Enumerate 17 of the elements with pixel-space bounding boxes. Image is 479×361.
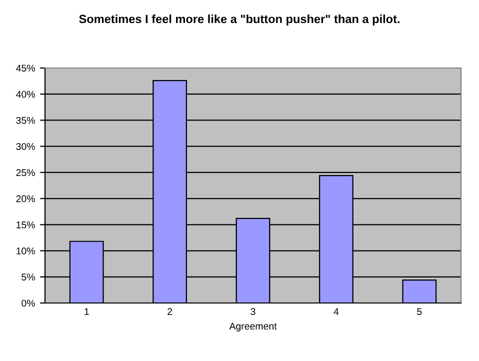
x-tick-label: 5 — [417, 308, 422, 315]
y-tick-label: 0% — [22, 300, 35, 307]
chart-title: Sometimes I feel more like a "button pusher" than a pilot. — [79, 14, 400, 26]
y-tick-label: 25% — [16, 169, 35, 176]
y-tick-label: 10% — [16, 248, 35, 254]
y-tick-label: 35% — [16, 116, 35, 124]
x-tick-label: 3 — [250, 308, 256, 315]
x-tick-label: 4 — [334, 308, 339, 315]
x-tick-label: 1 — [84, 308, 89, 315]
y-tick-label: 20% — [16, 195, 35, 202]
y-tick-label: 45% — [16, 64, 35, 72]
y-tick-label: 40% — [16, 90, 35, 98]
x-tick-label: 2 — [168, 308, 172, 315]
y-tick-label: 15% — [16, 221, 35, 228]
x-axis-title: Agreement — [229, 322, 277, 332]
y-tick-label: 5% — [22, 274, 35, 281]
y-tick-label: 30% — [16, 143, 35, 150]
